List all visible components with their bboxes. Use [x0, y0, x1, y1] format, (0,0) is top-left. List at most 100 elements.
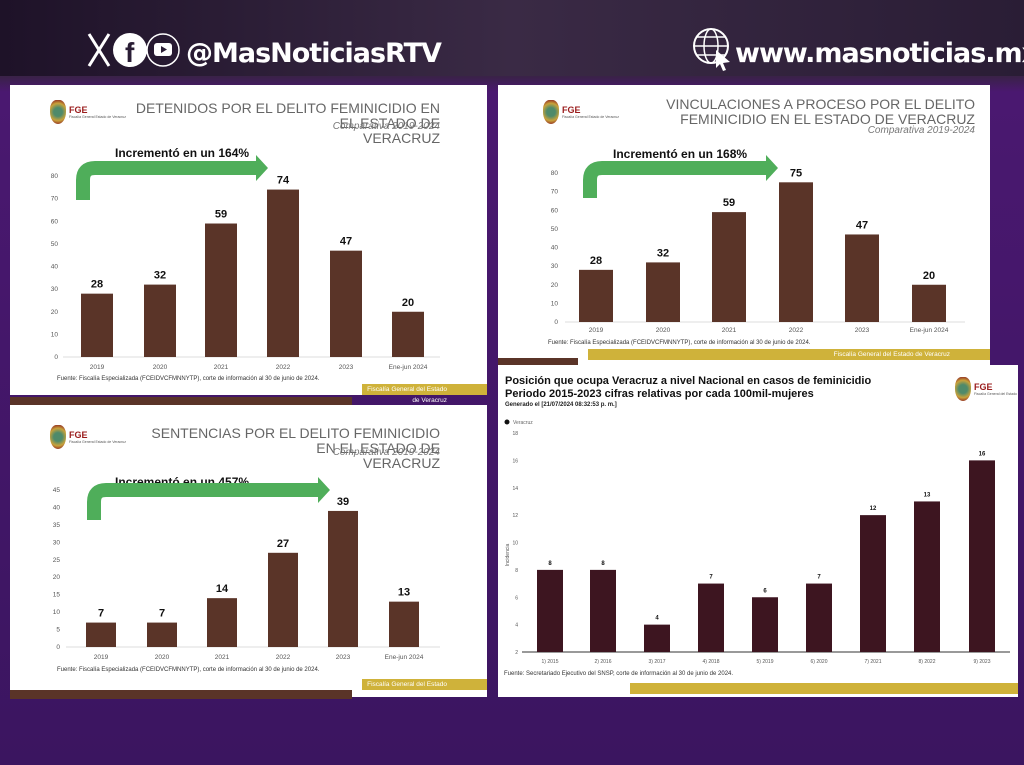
x-tick-label: 2021	[722, 327, 737, 334]
fge-logo-subtext: Fiscalía General del Estado	[974, 392, 1017, 396]
x-tick-label: 2020	[153, 364, 168, 371]
chart-title-line-1: VINCULACIONES A PROCESO POR EL DELITO	[666, 96, 975, 112]
x-tick-label: 2022	[276, 654, 291, 661]
y-tick-label: 50	[551, 226, 559, 233]
x-tick-label: 2020	[656, 327, 671, 334]
y-tick-label: 20	[551, 282, 559, 289]
x-tick-label: 2022	[789, 327, 804, 334]
bar-chart: 0 5 10 15 20 25 30 35 40 45 7 2019 7 2020 14 2021 27 2022…	[53, 477, 440, 661]
legend-marker	[504, 419, 510, 425]
fge-logo-text: FGE Fiscalía General Estado de Veracruz	[69, 105, 127, 119]
legend-label: Veracruz	[513, 420, 533, 426]
data-label: 7	[159, 608, 165, 620]
fge-logo: FGE Fiscalía General Estado de Veracruz	[543, 100, 619, 124]
source-note: Fuente: Fiscalía Especializada (FCEIDVCF…	[57, 376, 320, 382]
bar	[267, 189, 299, 357]
data-label: 13	[924, 492, 931, 498]
footer-text: Fiscalía General del Estado de Veracruz	[367, 386, 447, 404]
fge-logo-subtext: Fiscalía General Estado de Veracruz	[562, 115, 620, 119]
y-tick-label: 70	[51, 196, 59, 203]
chart-title-line-2: VERACRUZ	[362, 130, 440, 146]
fge-logo-text: FGE Fiscalía General Estado de Veracruz	[69, 430, 127, 444]
bar	[698, 583, 724, 652]
increase-arrow	[76, 161, 258, 200]
x-tick-label: 2023	[336, 654, 351, 661]
bar	[392, 311, 424, 357]
y-tick-label: 60	[551, 207, 559, 214]
footer-band: Fiscalía General del Estado de Veracruz	[362, 679, 487, 699]
y-tick-label: 30	[53, 539, 61, 546]
bar	[330, 250, 362, 357]
chart-subtitle: Comparativa 2019-2024	[867, 125, 975, 136]
bar	[912, 284, 946, 322]
y-tick-label: 45	[53, 487, 61, 494]
data-label: 7	[709, 575, 713, 581]
veracruz-crest-icon	[50, 100, 66, 124]
x-tick-label: Ene-jun 2024	[389, 364, 428, 371]
y-tick-label: 6	[515, 595, 518, 601]
increase-arrow	[583, 161, 768, 198]
y-tick-label: 14	[512, 486, 518, 492]
bar	[268, 552, 298, 647]
bar	[646, 262, 680, 322]
source-note: Fuente: Fiscalía Especializada (FCEIDVCF…	[548, 340, 811, 346]
chart-title-line-1: SENTENCIAS POR EL DELITO FEMINICIDIO EN …	[151, 425, 440, 456]
x-tick-label: 5) 2019	[757, 659, 774, 665]
fge-logo-text: FGE Fiscalía General del Estado	[974, 382, 1017, 396]
y-tick-label: 10	[53, 609, 61, 616]
svg-text:f: f	[125, 37, 135, 68]
bar	[537, 569, 563, 652]
chart-panel-3: FGE Fiscalía General Estado de Veracruz VI…	[498, 85, 990, 367]
x-tick-label: 2019	[94, 654, 109, 661]
footer-text: Fiscalía General del Estado de Veracruz	[367, 681, 447, 699]
y-tick-label: 15	[53, 592, 61, 599]
bar	[779, 182, 813, 322]
y-tick-label: 2	[515, 650, 518, 656]
veracruz-crest-icon	[50, 425, 66, 449]
y-tick-label: 40	[53, 504, 61, 511]
increase-arrow-head	[318, 477, 330, 503]
x-tick-label: 3) 2017	[649, 659, 666, 665]
x-tick-label: 2022	[276, 364, 291, 371]
y-tick-label: 25	[53, 557, 61, 564]
y-tick-label: 4	[515, 623, 518, 629]
x-tick-label: Ene-jun 2024	[910, 327, 949, 334]
veracruz-crest-icon	[955, 377, 971, 401]
social-icons: f	[87, 33, 180, 68]
x-tick-label: 2) 2016	[595, 659, 612, 665]
bar	[845, 234, 879, 322]
data-label: 8	[548, 561, 552, 567]
x-tick-label: 2021	[215, 654, 230, 661]
y-tick-label: 0	[554, 319, 558, 326]
data-label: 28	[590, 255, 602, 267]
chart-subtitle: Comparativa 2019-2024	[332, 447, 440, 458]
data-label: 20	[402, 297, 414, 309]
bar	[579, 269, 613, 322]
x-tick-label: Ene-jun 2024	[385, 654, 424, 661]
chart-title-line-1: Posición que ocupa Veracruz a nivel Naci…	[505, 375, 872, 387]
bar	[712, 212, 746, 322]
data-label: 12	[870, 506, 877, 512]
fge-logo: FGE Fiscalía General Estado de Veracruz	[50, 100, 126, 124]
y-tick-label: 80	[51, 173, 59, 180]
data-label: 59	[723, 197, 735, 209]
chart-panel-4: FGE Fiscalía General del Estado Posición q…	[498, 365, 1018, 697]
footer-stripe	[498, 358, 578, 367]
data-label: 74	[277, 175, 290, 187]
bar	[914, 501, 940, 652]
y-tick-label: 30	[51, 286, 59, 293]
y-tick-label: 18	[512, 431, 518, 437]
chart-title: DETENIDOS POR EL DELITO FEMINICIDIO EN E…	[130, 101, 440, 146]
y-tick-label: 40	[51, 264, 59, 271]
data-label: 75	[790, 167, 802, 179]
chart-title-line-1: DETENIDOS POR EL DELITO FEMINICIDIO EN E…	[135, 100, 440, 131]
y-tick-label: 0	[56, 644, 60, 651]
bar-chart: 0102030405060708028201932202059202174202…	[51, 155, 440, 371]
data-label: 7	[98, 608, 104, 620]
data-label: 39	[337, 496, 349, 508]
fge-logo-text: FGE Fiscalía General Estado de Veracruz	[562, 105, 620, 119]
x-tick-label: 2021	[214, 364, 229, 371]
data-label: 47	[856, 219, 868, 231]
chart-panel-2: FGE Fiscalía General Estado de Veracruz SE…	[10, 405, 487, 699]
data-label: 32	[154, 270, 166, 282]
